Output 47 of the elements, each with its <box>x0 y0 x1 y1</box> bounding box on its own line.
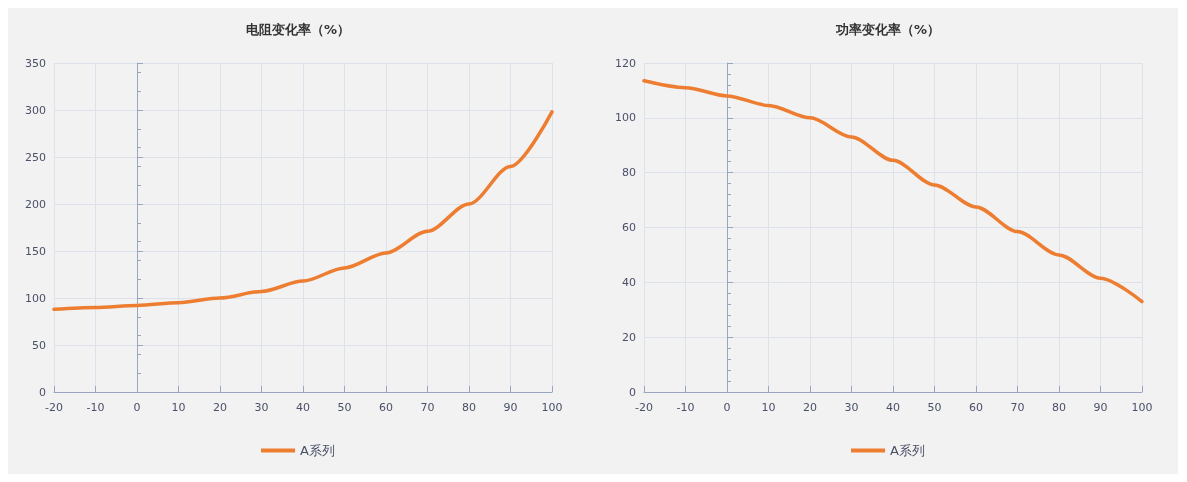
x-tick-label: 50 <box>927 401 942 414</box>
x-tick-label: 90 <box>503 401 518 414</box>
x-tick-label: -20 <box>45 401 63 414</box>
x-tick-label: 40 <box>296 401 310 414</box>
x-tick-label: -10 <box>86 401 105 414</box>
y-tick-label: 100 <box>25 291 46 305</box>
y-tick-label: 0 <box>39 385 46 399</box>
chart-title: 电阻变化率（%） <box>245 22 351 37</box>
y-tick-label: 250 <box>25 150 46 164</box>
x-tick-label: 80 <box>462 401 476 414</box>
x-tick-label: -20 <box>635 401 653 414</box>
legend-label: A系列 <box>890 443 925 458</box>
x-tick-label: 30 <box>254 401 269 414</box>
y-tick-label: 50 <box>32 338 46 352</box>
x-tick-label: 70 <box>420 401 435 414</box>
y-tick-label: 20 <box>622 330 636 344</box>
y-tick-label: 120 <box>615 56 636 70</box>
x-tick-label: 10 <box>761 401 776 414</box>
line-series <box>642 79 1144 304</box>
y-tick-label: 0 <box>629 385 636 399</box>
x-tick-label: 100 <box>541 401 563 414</box>
x-tick-label: 30 <box>844 401 859 414</box>
x-tick-label: 90 <box>1093 401 1108 414</box>
line-series <box>52 110 554 312</box>
x-tick-label: 40 <box>886 401 900 414</box>
chart-title: 功率变化率（%） <box>834 22 941 37</box>
y-tick-label: 200 <box>25 197 46 211</box>
x-tick-label: 0 <box>723 401 731 414</box>
x-tick-label: 80 <box>1052 401 1066 414</box>
x-tick-label: 20 <box>213 401 227 414</box>
x-tick-label: 60 <box>969 401 983 414</box>
x-tick-label: 10 <box>171 401 186 414</box>
y-tick-label: 80 <box>622 166 636 180</box>
x-tick-label: 20 <box>803 401 817 414</box>
y-tick-label: 150 <box>25 244 46 258</box>
x-tick-label: 60 <box>379 401 393 414</box>
x-tick-label: 100 <box>1131 401 1153 414</box>
y-tick-label: 60 <box>622 221 636 234</box>
y-tick-label: 300 <box>25 103 46 117</box>
x-tick-label: -10 <box>676 401 695 414</box>
x-tick-label: 50 <box>337 401 352 414</box>
y-tick-label: 40 <box>622 275 636 289</box>
legend-label: A系列 <box>300 443 335 458</box>
x-tick-label: 0 <box>133 401 141 414</box>
y-tick-label: 100 <box>615 111 636 125</box>
y-tick-label: 350 <box>25 56 46 70</box>
x-tick-label: 70 <box>1010 401 1025 414</box>
